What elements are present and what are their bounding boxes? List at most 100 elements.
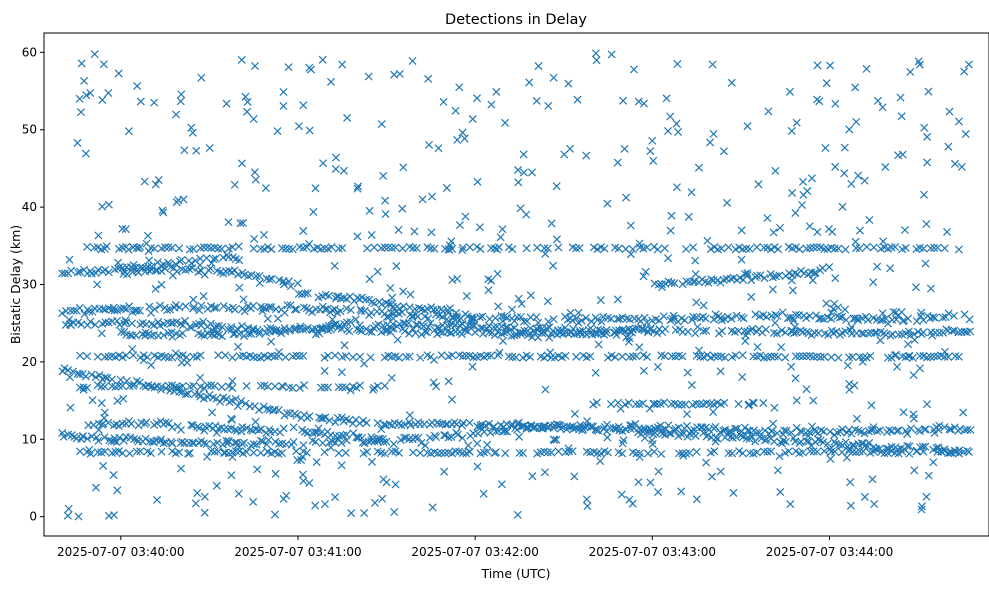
data-point bbox=[419, 322, 428, 331]
data-point bbox=[906, 67, 915, 76]
data-point bbox=[370, 299, 379, 308]
data-point bbox=[175, 448, 184, 457]
data-point bbox=[863, 316, 872, 325]
data-point bbox=[234, 342, 243, 351]
data-point bbox=[311, 184, 320, 193]
data-point bbox=[845, 445, 854, 454]
data-point bbox=[516, 204, 525, 213]
data-point bbox=[195, 306, 204, 315]
data-point bbox=[775, 271, 784, 280]
data-point bbox=[666, 112, 675, 121]
data-point bbox=[263, 314, 272, 323]
data-point bbox=[763, 214, 772, 223]
x-tick-label: 2025-07-07 03:42:00 bbox=[411, 545, 538, 559]
data-point bbox=[236, 219, 245, 228]
data-point bbox=[543, 244, 552, 253]
data-point bbox=[125, 382, 134, 391]
data-point bbox=[920, 123, 929, 132]
data-point bbox=[381, 196, 390, 205]
data-point bbox=[594, 340, 603, 349]
data-point bbox=[586, 422, 595, 431]
data-point bbox=[518, 449, 528, 458]
data-point bbox=[455, 83, 464, 92]
data-point bbox=[110, 511, 119, 520]
data-point bbox=[166, 305, 175, 314]
data-point bbox=[881, 314, 891, 323]
data-point bbox=[954, 328, 963, 337]
data-point bbox=[181, 390, 190, 399]
data-point bbox=[331, 164, 340, 174]
data-point bbox=[843, 361, 852, 370]
data-point bbox=[299, 226, 308, 235]
data-point bbox=[368, 457, 377, 466]
data-point bbox=[944, 352, 953, 361]
data-point bbox=[815, 97, 824, 106]
data-point bbox=[910, 335, 919, 344]
data-point bbox=[799, 190, 808, 199]
data-point bbox=[93, 352, 102, 361]
data-point bbox=[228, 243, 237, 252]
data-point bbox=[447, 432, 456, 441]
data-point bbox=[284, 63, 293, 72]
data-point bbox=[672, 119, 681, 128]
data-point bbox=[438, 307, 447, 316]
data-point bbox=[727, 314, 736, 323]
data-point bbox=[130, 435, 139, 444]
data-point bbox=[767, 352, 776, 361]
data-point bbox=[854, 171, 863, 180]
data-point bbox=[771, 166, 780, 175]
data-point bbox=[200, 270, 209, 279]
data-point bbox=[93, 448, 102, 457]
data-point bbox=[292, 305, 301, 314]
data-point bbox=[578, 426, 587, 435]
data-point bbox=[706, 138, 715, 147]
data-point bbox=[724, 449, 733, 458]
data-point bbox=[399, 433, 409, 442]
data-point bbox=[187, 123, 196, 132]
data-point bbox=[770, 403, 779, 412]
data-point bbox=[910, 466, 919, 475]
data-point bbox=[796, 326, 805, 335]
data-point bbox=[892, 308, 901, 317]
data-point bbox=[101, 373, 110, 382]
data-point bbox=[423, 328, 432, 337]
data-point bbox=[960, 67, 969, 76]
data-point bbox=[476, 423, 485, 432]
data-point bbox=[281, 244, 290, 253]
data-point bbox=[76, 447, 85, 456]
data-point bbox=[693, 322, 702, 331]
data-point bbox=[95, 371, 104, 380]
data-point bbox=[277, 244, 287, 253]
data-point bbox=[820, 352, 829, 361]
data-point bbox=[809, 352, 818, 361]
data-point bbox=[462, 351, 471, 360]
data-point bbox=[756, 271, 765, 280]
data-point bbox=[678, 280, 687, 289]
data-point bbox=[788, 286, 797, 295]
data-point bbox=[341, 352, 350, 361]
data-point bbox=[587, 330, 596, 339]
data-point bbox=[113, 258, 123, 267]
data-point bbox=[669, 311, 678, 320]
data-point bbox=[592, 56, 601, 65]
data-point bbox=[654, 467, 663, 476]
data-point bbox=[222, 436, 231, 445]
data-point bbox=[842, 453, 851, 462]
data-point bbox=[924, 87, 933, 96]
data-point bbox=[255, 329, 264, 338]
data-point bbox=[508, 305, 517, 314]
data-point bbox=[905, 449, 914, 458]
data-point bbox=[575, 243, 584, 253]
data-point bbox=[770, 243, 779, 252]
data-point bbox=[249, 326, 258, 335]
data-point bbox=[785, 87, 794, 96]
data-point bbox=[195, 423, 204, 432]
data-point bbox=[67, 266, 76, 275]
data-point bbox=[769, 328, 778, 337]
data-point bbox=[370, 498, 379, 507]
data-point bbox=[235, 283, 244, 292]
data-point bbox=[473, 429, 482, 438]
data-point bbox=[367, 327, 376, 336]
data-point bbox=[142, 239, 151, 248]
data-point bbox=[208, 408, 217, 417]
